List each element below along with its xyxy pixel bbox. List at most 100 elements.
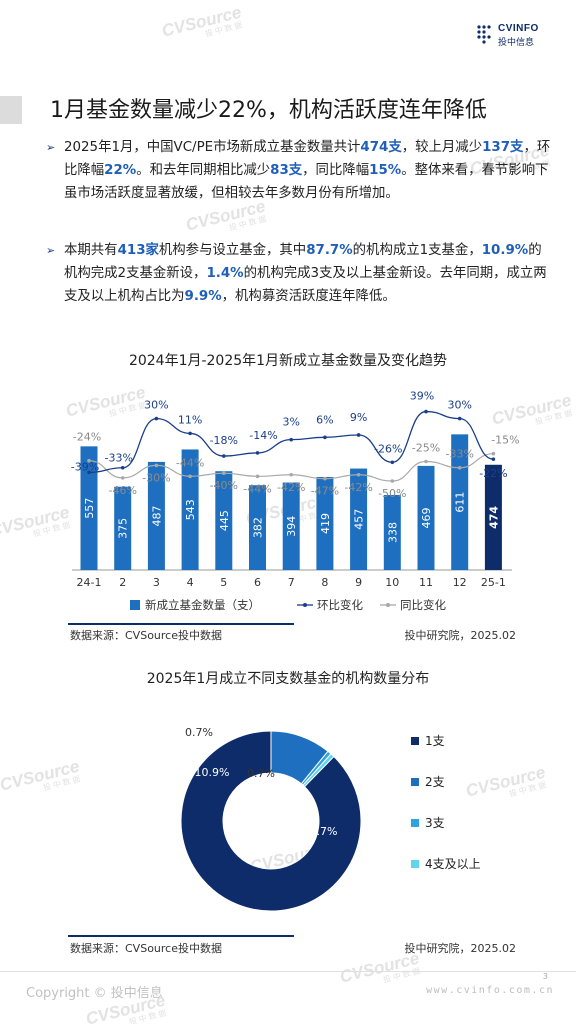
mom-point [491,457,496,461]
x-tick-label: 2 [119,576,126,589]
yoy-point [390,479,395,483]
source-left: 数据来源：CVSource投中数据 [70,629,222,642]
bar [417,465,435,570]
x-tick-label: 3 [153,576,160,589]
x-tick-label: 6 [254,576,261,589]
bar-value-label: 457 [353,509,366,530]
bar [484,464,502,570]
donut-chart: 87.7% 10.9% 0.7% 0.7% 1支 2支 3支 4支及以上 [0,690,576,930]
title-accent-bar [0,96,22,124]
body-text: ，机构募资活跃度连年降低。 [221,289,396,304]
x-tick-label: 12 [453,576,467,589]
yoy-label: -46% [108,484,136,497]
donut-slice [180,730,362,912]
mom-point [222,454,226,458]
yoy-label: -40% [210,479,238,492]
cvinfo-logo-icon [477,25,491,44]
bar [249,485,266,570]
yoy-label: -47% [311,485,339,498]
x-tick-label: 9 [355,576,362,589]
legend-swatch [411,737,419,745]
chart-title: 2024年1月-2025年1月新成立基金数量及变化趋势 [128,353,448,369]
mom-label: 6% [316,413,333,426]
x-tick-label: 8 [321,576,328,589]
highlight-value: 15% [369,163,402,178]
legend-swatch [411,860,419,868]
footer-divider [0,971,576,972]
legend-label: 环比变化 [317,598,363,612]
yoy-label: -44% [176,456,204,469]
legend-label: 1支 [425,734,445,748]
body-text: ，环比降幅 [64,140,551,178]
legend-swatch [411,819,419,827]
yoy-label: -25% [412,442,440,455]
mom-point [289,437,294,442]
bullet-arrow-icon: ➢ [46,244,56,257]
yoy-label: -50% [378,487,406,500]
slice-label: 10.9% [195,766,230,779]
x-tick-label: 7 [288,576,295,589]
bullet-text: 2025年1月，中国VC/PE市场新成立基金数量共计474支，较上月减少137支… [64,136,554,205]
bar-line-chart-svg: 557 24-1 375 2 487 3 543 4 445 5 382 6 394 7 419 8 457 9 3… [71,390,520,612]
yoy-label: -44% [243,482,271,495]
legend-label: 2支 [425,775,445,789]
body-text: 的机构完成2支基金新设， [64,243,542,281]
bar [316,476,334,570]
body-text: ，同比降幅 [302,163,370,178]
yoy-point [424,459,428,464]
body-text: 。和去年同期相比减少 [136,163,271,178]
mom-point [356,433,361,437]
yoy-point [154,463,159,468]
bar [282,482,300,570]
body-text: 机构参与设立基金，其中 [158,243,307,258]
highlight-value: 1.4% [206,266,244,281]
mom-point [323,435,327,440]
source-right: 投中研究院，2025.02 [404,629,517,642]
bar-value-label: 375 [117,518,130,539]
legend-swatch-bar [130,600,140,610]
mom-label: -33% [104,452,132,465]
bar-value-label: 474 [487,506,500,529]
highlight-value: 9.9% [184,289,222,304]
body-text: 的机构成立1支基金， [352,243,482,258]
chart-source-row: 数据来源：CVSource投中数据 投中研究院，2025.02 [70,940,516,956]
mom-label: -14% [249,429,277,442]
legend-label: 新成立基金数量（支） [145,598,260,612]
chart-source-row: 数据来源：CVSource投中数据 投中研究院，2025.02 [70,627,516,643]
body-text: 。整体来看，春节影响下虽市场活跃度显著放缓，但相较去年多数月份有所增加。 [64,163,549,201]
highlight-value: 413家 [117,243,159,258]
body-text: ，较上月减少 [401,140,483,155]
bar [181,449,199,570]
legend-marker-yoy [386,603,390,607]
body-text: 的机构完成3支及以上基金新设。去年同期，成立两支及以上机构占比为 [64,266,547,304]
bar-value-label: 338 [386,522,399,543]
mom-label: -22% [479,467,507,480]
yoy-label: -24% [73,431,101,444]
yoy-point [188,474,192,479]
logo-text: CVINFO [498,23,539,34]
highlight-value: 137支 [482,140,524,155]
highlight-value: 83支 [270,163,303,178]
highlight-value: 474支 [360,140,402,155]
x-tick-label: 24-1 [77,576,102,589]
yoy-point [356,472,361,477]
legend-label: 3支 [425,816,445,830]
bar [383,494,401,570]
mom-point [120,465,125,470]
bar [147,461,165,570]
page-number: 3 [542,972,548,981]
bar [350,468,368,570]
donut-chart-svg: 87.7% 10.9% 0.7% 0.7% 1支 2支 3支 4支及以上 [180,726,481,912]
bullet-paragraph-1: ➢ 2025年1月，中国VC/PE市场新成立基金数量共计474支，较上月减少13… [46,136,550,228]
highlight-value: 22% [104,163,137,178]
bar-value-label: 611 [454,492,467,513]
yoy-label: -30% [142,471,170,484]
mom-label: 3% [282,416,299,429]
yoy-point [87,458,91,463]
yoy-label: -42% [277,481,305,494]
body-text: 本期共有 [64,243,118,258]
bar-value-label: 487 [150,505,163,526]
mom-label: -39% [71,460,99,473]
source-right: 投中研究院，2025.02 [404,942,517,955]
bar [114,486,132,570]
